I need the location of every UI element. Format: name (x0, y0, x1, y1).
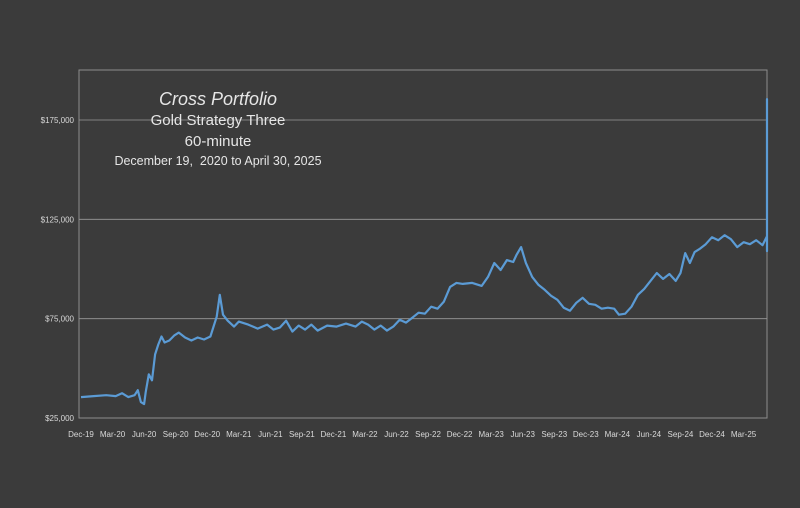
y-axis-ticks: $25,000 $75,000 $125,000 $175,000 (41, 116, 75, 423)
series-line (80, 98, 769, 406)
x-tick-label: Jun-24 (637, 430, 662, 439)
x-tick-label: Jun-20 (132, 430, 157, 439)
x-tick-label: Mar-21 (226, 430, 252, 439)
x-tick-label: Mar-23 (478, 430, 504, 439)
x-tick-label: Sep-20 (163, 430, 189, 439)
x-tick-label: Jun-23 (510, 430, 535, 439)
x-tick-label: Dec-22 (447, 430, 473, 439)
x-tick-label: Sep-23 (541, 430, 567, 439)
x-axis-ticks: Dec-19 Mar-20 Jun-20 Sep-20 Dec-20 Mar-21 Jun-… (68, 430, 757, 439)
chart-title: Cross Portfolio (158, 89, 278, 109)
x-tick-label: Sep-22 (415, 430, 441, 439)
x-tick-label: Jun-21 (258, 430, 283, 439)
x-tick-label: Dec-19 (68, 430, 94, 439)
x-tick-label: Dec-21 (321, 430, 347, 439)
y-tick-label: $75,000 (45, 315, 74, 324)
x-tick-label: Mar-24 (605, 430, 631, 439)
x-tick-label: Mar-25 (731, 430, 757, 439)
x-tick-label: Dec-24 (699, 430, 725, 439)
x-tick-label: Jun-22 (384, 430, 409, 439)
series-layer (80, 98, 769, 406)
x-tick-label: Mar-20 (100, 430, 126, 439)
chart-subtitle-timeframe: 60-minute (184, 133, 252, 150)
x-tick-label: Sep-21 (289, 430, 315, 439)
x-tick-label: Mar-22 (352, 430, 378, 439)
x-tick-label: Dec-20 (194, 430, 220, 439)
plot-area (78, 69, 768, 419)
chart-subtitle-daterange: December 19, 2020 to April 30, 2025 (114, 154, 322, 168)
x-tick-label: Sep-24 (668, 430, 694, 439)
y-tick-label: $25,000 (45, 414, 74, 423)
chart-subtitle-strategy: Gold Strategy Three (150, 112, 286, 129)
y-tick-label: $175,000 (41, 116, 75, 125)
chart-title-block: Cross Portfolio Gold Strategy Three 60-m… (98, 88, 338, 170)
gridlines (79, 119, 767, 320)
x-tick-label: Dec-23 (573, 430, 599, 439)
y-tick-label: $125,000 (41, 215, 75, 224)
